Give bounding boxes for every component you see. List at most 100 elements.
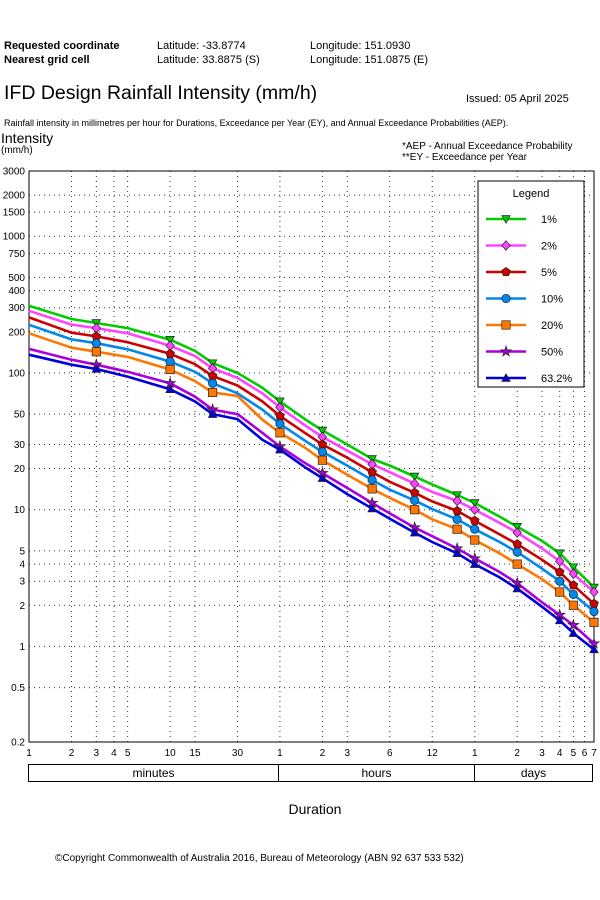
data-point	[554, 615, 565, 625]
requested-longitude: Longitude: 151.0930	[310, 40, 411, 52]
nearest-grid-cell-label: Nearest grid cell	[4, 54, 90, 66]
x-tick-label: 3	[94, 748, 100, 759]
minutes-unit-box: minutes	[28, 764, 279, 782]
y-tick-label: 1000	[3, 232, 26, 243]
y-tick-label: 5	[19, 546, 25, 557]
copyright-notice: ©Copyright Commonwealth of Australia 201…	[55, 853, 464, 864]
data-point	[165, 348, 175, 358]
y-tick-label: 100	[8, 368, 25, 379]
series-2pct	[28, 309, 599, 598]
data-point	[568, 580, 579, 590]
data-point	[317, 426, 328, 436]
data-point	[555, 555, 565, 567]
x-tick-label: 4	[111, 748, 117, 759]
data-point	[409, 527, 420, 537]
x-axis-label: Duration	[288, 801, 342, 817]
data-point	[452, 514, 462, 524]
days-unit-box: days	[474, 764, 593, 782]
y-tick-label: 0.2	[11, 738, 25, 749]
y-tick-label: 2	[19, 601, 25, 612]
requested-coordinate-label: Requested coordinate	[4, 40, 120, 52]
data-point	[367, 484, 377, 494]
legend-title: Legend	[513, 188, 550, 200]
data-point	[91, 347, 101, 357]
chart-legend: Legend 1% 2% 5% 10% 20% 50% 63.2%	[477, 180, 585, 388]
y-tick-label: 3	[19, 577, 25, 588]
legend-item-10pct: 10%	[486, 294, 563, 306]
y-tick-label: 4	[19, 560, 25, 571]
data-point	[470, 535, 480, 545]
series-5pct	[28, 316, 599, 608]
x-tick-label: 2	[514, 748, 520, 759]
data-point	[512, 523, 522, 532]
x-tick-label: 15	[189, 748, 201, 759]
y-tick-label: 1	[19, 642, 25, 653]
data-point	[367, 503, 377, 513]
data-point	[452, 548, 462, 557]
data-point	[409, 478, 420, 490]
aep-note: *AEP - Annual Exceedance Probability	[402, 141, 573, 152]
data-point	[512, 559, 522, 569]
legend-marker	[501, 266, 511, 277]
legend-marker	[501, 373, 511, 382]
plot-frame	[28, 170, 595, 743]
data-point	[512, 539, 523, 549]
data-point	[275, 444, 285, 454]
ifd-chart: 3000200015001000750500400300200100503020…	[3, 167, 600, 760]
data-point	[409, 487, 420, 497]
y-tick-label: 300	[8, 303, 25, 314]
hours-unit-box: hours	[278, 764, 475, 782]
data-point	[470, 524, 480, 534]
y-tick-label: 1500	[3, 208, 26, 219]
series-50pct	[28, 347, 600, 649]
y-tick-label: 750	[8, 249, 25, 260]
data-point	[409, 472, 420, 482]
series-20pct	[28, 332, 599, 627]
data-point	[469, 515, 480, 525]
y-tick-label: 200	[8, 327, 25, 338]
data-point	[275, 419, 285, 429]
nearest-latitude: Latitude: 33.8875 (S)	[157, 54, 260, 66]
legend-item-1pct: 1%	[486, 214, 557, 226]
data-point	[410, 505, 420, 515]
y-tick-label: 400	[8, 286, 25, 297]
data-point	[469, 499, 480, 508]
data-point	[91, 338, 101, 348]
x-tick-label: 5	[125, 748, 131, 759]
data-point	[512, 547, 522, 557]
legend-marker	[501, 320, 511, 330]
x-tick-label: 2	[320, 748, 326, 759]
data-point	[317, 447, 327, 457]
legend-item-2pct: 2%	[486, 240, 557, 253]
data-point	[452, 495, 462, 507]
data-point	[317, 455, 327, 465]
data-point	[512, 583, 522, 593]
data-point	[165, 384, 175, 393]
data-point	[165, 364, 175, 375]
data-point	[317, 473, 328, 482]
ey-note: **EY - Exceedance per Year	[402, 152, 527, 163]
legend-label: 63.2%	[541, 373, 572, 385]
y-axis-label: Intensity	[1, 130, 54, 146]
chart-subtitle: Rainfall intensity in millimetres per ho…	[4, 118, 509, 128]
legend-marker	[499, 344, 513, 357]
data-point	[555, 576, 565, 586]
data-point	[275, 397, 285, 407]
series-1pct	[28, 304, 599, 593]
data-point	[452, 491, 462, 500]
legend-item-5pct: 5%	[486, 266, 557, 279]
y-tick-label: 10	[14, 505, 26, 516]
y-tick-label: 500	[8, 273, 25, 284]
chart-axes: 3000200015001000750500400300200100503020…	[3, 167, 597, 760]
x-tick-label: 7	[591, 748, 597, 759]
x-tick-label: 1	[277, 748, 283, 759]
x-tick-label: 5	[571, 748, 577, 759]
y-tick-label: 30	[14, 440, 26, 451]
x-tick-label: 3	[345, 748, 351, 759]
data-point	[165, 336, 175, 345]
data-point	[208, 387, 218, 398]
legend-item-63-2pct: 63.2%	[486, 373, 572, 385]
legend-label: 1%	[541, 214, 557, 226]
x-tick-label: 3	[539, 748, 545, 759]
y-tick-label: 0.5	[11, 683, 25, 694]
